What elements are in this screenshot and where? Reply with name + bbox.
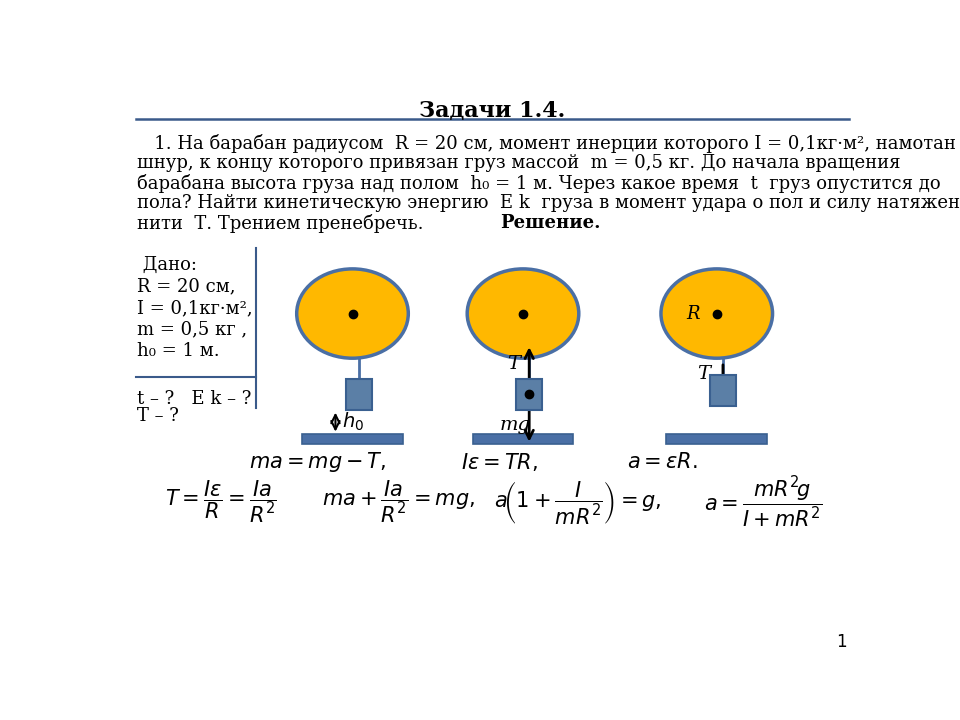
Text: $a = \dfrac{mR^2\!g}{I + mR^2}$: $a = \dfrac{mR^2\!g}{I + mR^2}$ — [704, 474, 823, 530]
Text: mg: mg — [500, 416, 531, 434]
Text: шнур, к концу которого привязан груз массой  m = 0,5 кг. До начала вращения: шнур, к концу которого привязан груз мас… — [137, 154, 900, 172]
Text: $a = \varepsilon R.$: $a = \varepsilon R.$ — [627, 452, 698, 472]
Text: Задачи 1.4.: Задачи 1.4. — [419, 100, 565, 122]
Text: $ma + \dfrac{Ia}{R^2} = mg,$: $ma + \dfrac{Ia}{R^2} = mg,$ — [323, 479, 475, 526]
Ellipse shape — [297, 269, 408, 359]
Ellipse shape — [660, 269, 773, 359]
Text: пола? Найти кинетическую энергию  Е k  груза в момент удара о пол и силу натяжен: пола? Найти кинетическую энергию Е k гру… — [137, 194, 960, 212]
Text: h₀ = 1 м.: h₀ = 1 м. — [137, 342, 220, 360]
Text: T: T — [697, 364, 710, 382]
Text: I = 0,1кг·м²,: I = 0,1кг·м², — [137, 299, 252, 317]
Bar — [516, 379, 542, 410]
Text: $ma = mg - T,$: $ma = mg - T,$ — [249, 450, 386, 474]
Bar — [666, 434, 767, 444]
Text: $T = \dfrac{I\varepsilon}{R} = \dfrac{Ia}{R^2}$: $T = \dfrac{I\varepsilon}{R} = \dfrac{Ia… — [165, 479, 276, 526]
Text: $a\!\left(1 + \dfrac{I}{mR^2}\right) = g,$: $a\!\left(1 + \dfrac{I}{mR^2}\right) = g… — [493, 479, 661, 526]
Bar — [346, 379, 372, 410]
Text: Дано:: Дано: — [137, 256, 197, 274]
Text: 1. На барабан радиусом  R = 20 см, момент инерции которого I = 0,1кг·м², намотан: 1. На барабан радиусом R = 20 см, момент… — [137, 134, 956, 153]
Text: m = 0,5 кг ,: m = 0,5 кг , — [137, 320, 247, 338]
Text: нити  Т. Трением пренебречь.: нити Т. Трением пренебречь. — [137, 215, 423, 233]
Text: Решение.: Решение. — [500, 215, 600, 233]
Bar — [472, 434, 573, 444]
Text: T: T — [507, 354, 520, 373]
Text: R: R — [686, 305, 700, 323]
Text: барабана высота груза над полом  h₀ = 1 м. Через какое время  t  груз опустится : барабана высота груза над полом h₀ = 1 м… — [137, 174, 941, 193]
Bar — [302, 434, 403, 444]
Ellipse shape — [468, 269, 579, 359]
Bar — [709, 375, 736, 406]
Text: 1: 1 — [836, 633, 847, 651]
Text: t – ?   Е k – ?: t – ? Е k – ? — [137, 390, 252, 408]
Text: R = 20 см,: R = 20 см, — [137, 277, 235, 295]
Text: Т – ?: Т – ? — [137, 407, 179, 425]
Text: $h_0$: $h_0$ — [342, 411, 364, 433]
Text: $I\varepsilon = TR,$: $I\varepsilon = TR,$ — [461, 451, 539, 473]
